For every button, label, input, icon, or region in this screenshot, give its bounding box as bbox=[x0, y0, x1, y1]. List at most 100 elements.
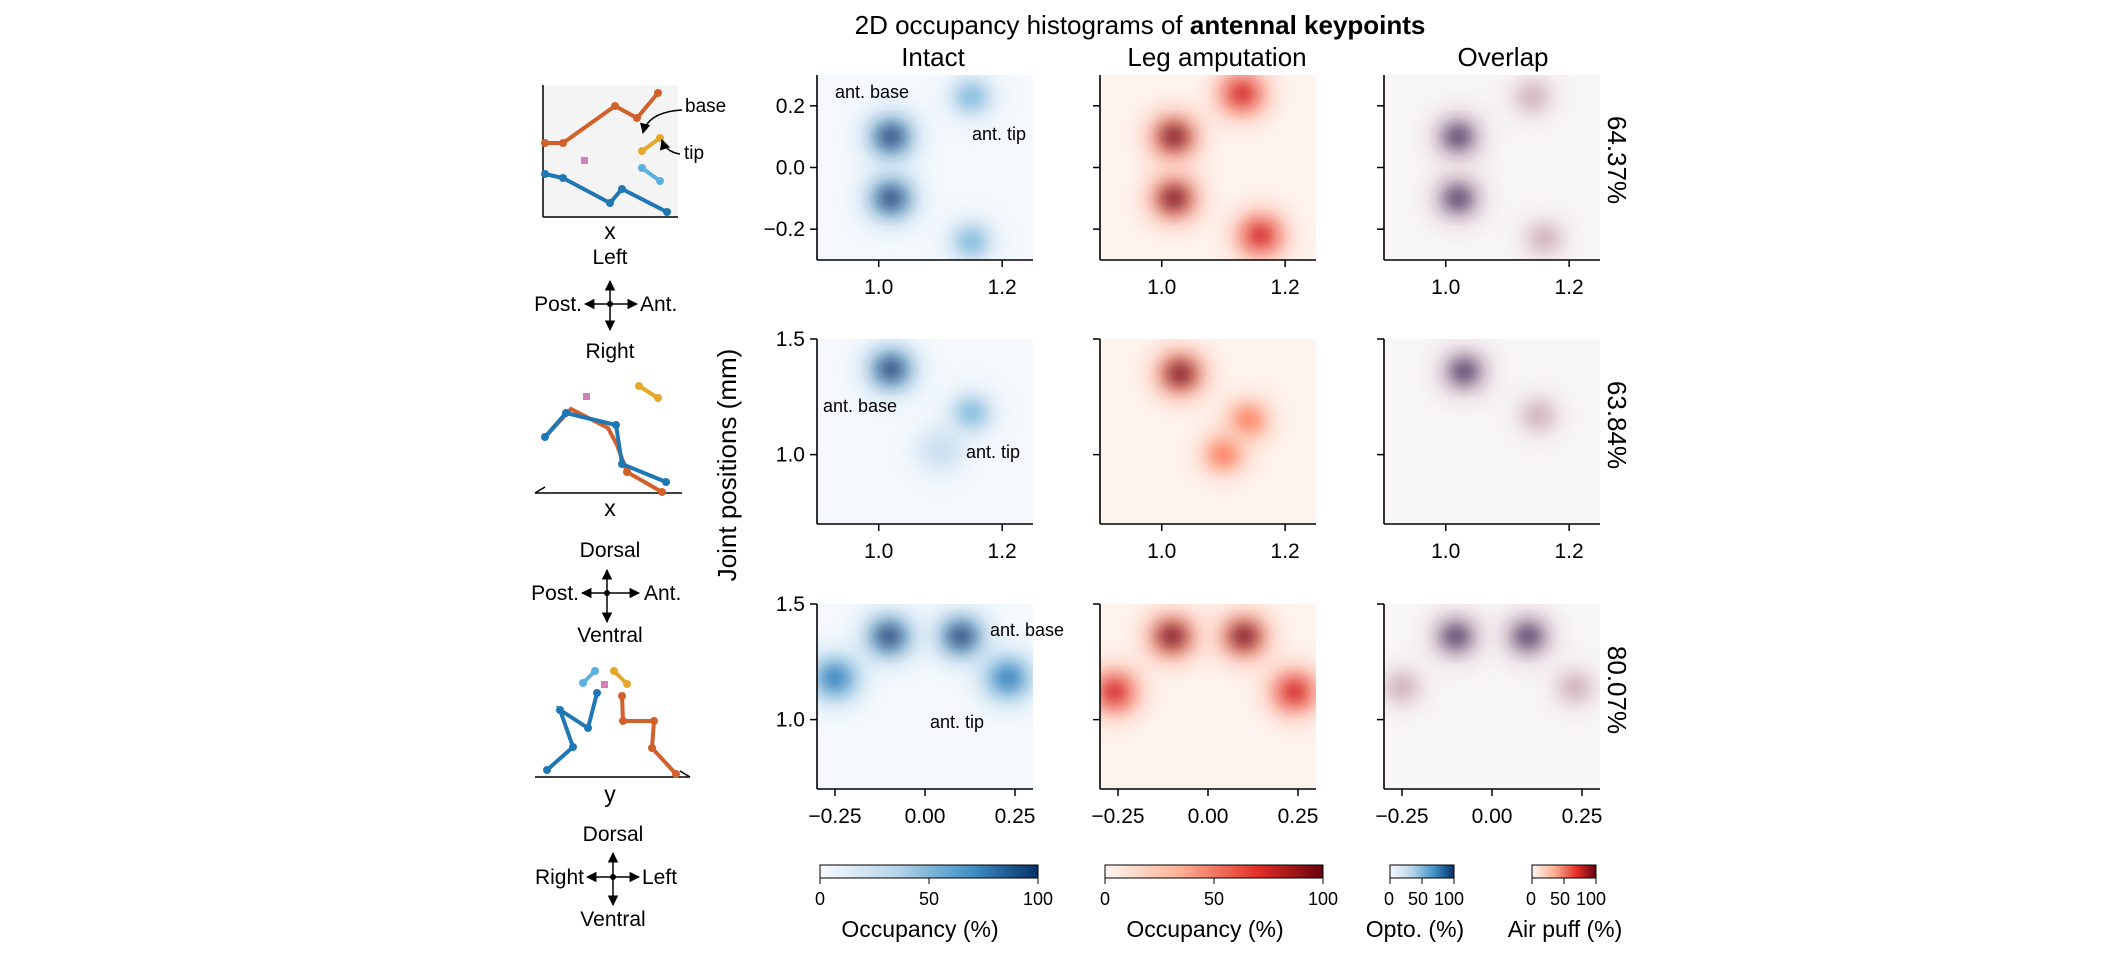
schematic-2-thorax-marker bbox=[583, 393, 590, 400]
heatmap-panel-r1c3: 1.0 1.2 bbox=[1377, 75, 1600, 299]
heatmap-blob bbox=[821, 666, 849, 690]
x-tick-label: 1.0 bbox=[1147, 540, 1176, 563]
colorbar-opto-tick-50: 50 bbox=[1408, 889, 1428, 909]
schematic-2-compass-top: Dorsal bbox=[580, 539, 641, 562]
heatmap-panel-r1c1: 1.0 1.2 0.2 0.0 −0.2 bbox=[764, 75, 1033, 299]
schematic-1-compass-top: Left bbox=[592, 246, 627, 269]
heatmap-background bbox=[817, 75, 1033, 260]
heatmap-blob bbox=[1227, 81, 1256, 106]
heatmap-blob bbox=[1518, 84, 1547, 109]
heatmap-blob bbox=[993, 666, 1022, 690]
schematic-top-view: base tip x Left Right Post. Ant. bbox=[534, 85, 726, 363]
schematic-3-gold-joint bbox=[610, 667, 618, 675]
colorbar-opto-gradient bbox=[1389, 864, 1455, 879]
heatmap-blob bbox=[947, 624, 975, 649]
row3-annotation-ant-base: ant. base bbox=[990, 620, 1064, 640]
heatmap-blob bbox=[1246, 223, 1275, 248]
x-tick-label: 1.2 bbox=[988, 540, 1017, 563]
schematic-2-compass-bottom: Ventral bbox=[577, 624, 642, 647]
x-tick-label: −0.25 bbox=[1375, 805, 1428, 828]
colorbar-intact-tick-50: 50 bbox=[919, 889, 939, 909]
heatmap-blobs bbox=[1148, 75, 1287, 260]
colorbar-air-puff-tick-50: 50 bbox=[1550, 889, 1570, 909]
schematic-1-lightblue-joint bbox=[638, 164, 646, 172]
x-tick-label: 1.2 bbox=[1271, 540, 1300, 563]
heatmap-blob bbox=[1514, 624, 1542, 649]
heatmap-blobs bbox=[1438, 347, 1565, 440]
colorbar-leg-tick-0: 0 bbox=[1100, 889, 1110, 909]
y-axis-label: Joint positions (mm) bbox=[712, 349, 742, 582]
schematic-1-background bbox=[543, 85, 678, 217]
schematic-2-compass-left: Post. bbox=[531, 582, 579, 605]
schematic-3-ground-tick bbox=[679, 770, 691, 778]
schematic-2-ground-tick bbox=[534, 486, 546, 494]
x-tick-label: 1.0 bbox=[1431, 540, 1460, 563]
figure-title: 2D occupancy histograms of antennal keyp… bbox=[855, 10, 1426, 40]
heatmap-blob bbox=[1100, 679, 1129, 704]
schematic-1-axis-label: x bbox=[604, 218, 616, 244]
heatmap-panel-r2c2: 1.0 1.2 bbox=[1093, 338, 1316, 563]
heatmap-blob bbox=[1166, 361, 1195, 386]
heatmap-blob bbox=[957, 84, 986, 109]
colorbar-intact-gradient bbox=[819, 864, 1039, 879]
colorbar-opto-tick-100: 100 bbox=[1434, 889, 1464, 909]
schematic-3-compass-center bbox=[610, 874, 616, 880]
schematic-3-gold-joint bbox=[623, 680, 631, 688]
x-tick-label: 1.0 bbox=[864, 540, 893, 563]
y-tick-label: 0.2 bbox=[776, 95, 805, 118]
schematic-2-compass-right: Ant. bbox=[644, 582, 681, 605]
y-tick-label: 1.5 bbox=[776, 328, 805, 351]
heatmap-background bbox=[1100, 339, 1316, 524]
heatmap-panel-r2c3: 1.0 1.2 bbox=[1377, 338, 1600, 563]
heatmap-blob bbox=[877, 124, 906, 149]
x-tick-label: 1.0 bbox=[1147, 276, 1176, 299]
x-tick-label: 1.0 bbox=[864, 276, 893, 299]
heatmap-panel-r3c3: −0.25 0.00 0.25 bbox=[1375, 603, 1602, 828]
heatmap-blob bbox=[1450, 359, 1479, 384]
colorbar-air-puff-tick-0: 0 bbox=[1526, 889, 1536, 909]
row2-annotation-ant-tip: ant. tip bbox=[966, 442, 1020, 462]
heatmap-blob bbox=[1388, 675, 1416, 700]
schematic-1-tip-label: tip bbox=[684, 143, 704, 164]
colorbar-leg-label: Occupancy (%) bbox=[1126, 916, 1283, 942]
heatmap-panel-r3c1: −0.25 0.00 0.25 1.5 1.0 bbox=[776, 593, 1036, 828]
heatmap-blob bbox=[926, 438, 955, 462]
schematic-2-gold-joint bbox=[635, 382, 643, 390]
heatmap-blob bbox=[1160, 124, 1189, 149]
x-tick-label: 1.2 bbox=[1271, 276, 1300, 299]
schematic-1-gold-joint bbox=[638, 147, 646, 155]
colorbar-air-puff-gradient bbox=[1531, 864, 1597, 879]
heatmap-blob bbox=[1444, 186, 1473, 211]
colorbar-air-puff: 0 50 100 Air puff (%) bbox=[1508, 864, 1623, 942]
heatmap-blob bbox=[1530, 226, 1559, 251]
colorbar-intact-label: Occupancy (%) bbox=[841, 916, 998, 942]
row-2-percent: 63.84% bbox=[1602, 381, 1632, 469]
schematic-3-blue-joints bbox=[543, 689, 601, 774]
heatmap-background bbox=[1384, 339, 1600, 524]
schematic-3-thorax-marker bbox=[601, 681, 608, 688]
x-tick-label: 1.2 bbox=[988, 276, 1017, 299]
x-tick-label: 0.00 bbox=[905, 805, 946, 828]
colorbar-opto: 0 50 100 Opto. (%) bbox=[1366, 864, 1464, 942]
colorbar-leg-tick-50: 50 bbox=[1204, 889, 1224, 909]
schematic-1-base-label: base bbox=[685, 96, 726, 117]
schematic-3-orange-joints bbox=[618, 692, 680, 778]
y-tick-label: 0.0 bbox=[776, 157, 805, 180]
colorbar-leg-tick-100: 100 bbox=[1308, 889, 1338, 909]
schematic-3-orange-leg bbox=[620, 695, 678, 776]
colorbar-air-puff-label: Air puff (%) bbox=[1508, 916, 1623, 942]
figure-title-bold: antennal keypoints bbox=[1190, 10, 1426, 40]
heatmap-blob bbox=[1158, 624, 1186, 649]
schematic-1-compass-right: Ant. bbox=[640, 293, 677, 316]
y-tick-label: 1.0 bbox=[776, 709, 805, 732]
heatmap-blob bbox=[1280, 679, 1309, 704]
schematic-3-compass-top: Dorsal bbox=[583, 823, 644, 846]
colorbar-leg-amputation-gradient bbox=[1104, 864, 1324, 879]
schematic-1-orange-joints bbox=[541, 89, 662, 147]
heatmap-panel-r3c2: −0.25 0.00 0.25 bbox=[1091, 603, 1318, 828]
row1-annotation-ant-tip: ant. tip bbox=[972, 124, 1026, 144]
schematic-side-view: x Dorsal Ventral Post. Ant. bbox=[531, 382, 682, 647]
x-tick-label: 0.25 bbox=[995, 805, 1036, 828]
